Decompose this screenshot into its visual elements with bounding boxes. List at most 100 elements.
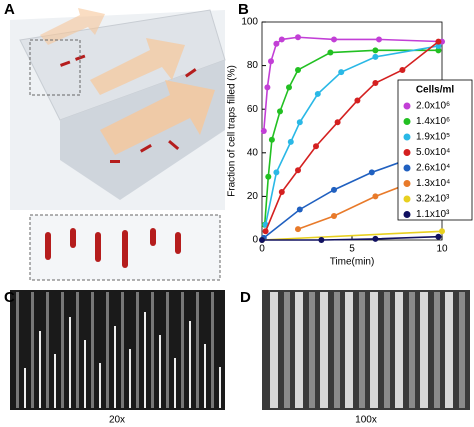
data-point [372,193,379,200]
trap-wall [166,292,169,408]
legend-box [397,79,473,221]
trap-wall [370,292,378,408]
cell-column [189,321,191,408]
cell-column [219,367,221,408]
legend-marker [403,133,411,141]
data-point [435,38,442,45]
trap-wall [121,292,124,408]
trap-wall [345,292,353,408]
series-line [261,230,443,241]
schematic [10,8,226,281]
legend-marker [403,211,411,218]
trap-wall [106,292,109,408]
data-point [338,69,345,76]
trap-wall [61,292,64,408]
data-point [295,66,301,73]
cell-column [69,317,71,408]
legend-marker [403,164,411,172]
cell [168,139,180,151]
data-point [376,36,382,43]
legend-marker [403,149,411,156]
data-point [439,228,445,235]
cell-column [144,312,146,408]
trap-wall [295,292,303,408]
cell-column [309,292,315,408]
legend-label: 2.0x10⁶ [416,101,450,112]
y-tick-label: 20 [247,191,259,202]
data-point [262,228,269,235]
panel-label: C [4,289,15,306]
cell-column [204,344,206,408]
trap-wall [320,292,328,408]
caption: 20x [109,415,125,426]
data-point [372,235,379,242]
cell-column [99,363,101,408]
legend-marker [403,195,411,203]
cell-column [84,340,86,408]
y-tick-label: 100 [241,17,258,28]
cell [150,228,156,246]
cell-column [54,354,56,408]
data-point [372,47,379,54]
cell-column [434,292,440,408]
flow-arrow [90,38,185,95]
cell [185,68,197,78]
x-tick-label: 0 [259,244,265,255]
inset-cells [45,228,181,268]
cells [60,54,197,163]
micrograph-stripes [16,292,465,408]
cell-column [114,326,116,408]
legend-label: 5.0x10⁴ [416,147,450,158]
series-line [264,45,439,225]
cell-column [39,331,41,408]
cell-column [334,292,340,408]
trap-wall [16,292,19,408]
data-point [286,84,292,91]
trap-wall [46,292,49,408]
x-axis-label: Time(min) [330,257,375,268]
data-point [435,42,442,49]
trap-wall [31,292,34,408]
data-point [259,237,265,243]
cell-column [359,292,365,408]
cell-column [459,292,465,408]
data-point [399,66,406,73]
data-point [268,136,275,143]
data-point [331,213,337,220]
flow-arrow [40,8,105,45]
data-point [264,84,271,91]
data-point [295,226,301,233]
data-point [295,34,301,41]
legend-label: 1.4x10⁶ [416,116,450,127]
trap-wall [91,292,94,408]
y-tick-label: 40 [247,147,259,158]
trap-wall [211,292,214,408]
trap-wall [445,292,453,408]
cell [110,160,120,163]
x-tick-label: 5 [349,244,355,255]
cell [70,228,76,248]
data-point [354,97,361,104]
trap-wall [136,292,139,408]
legend-label: 1.9x10⁵ [416,132,450,143]
cell [95,232,101,262]
caption: 100x [355,415,377,426]
legend-marker [403,102,411,110]
y-tick-label: 60 [247,104,259,115]
data-point [265,173,272,180]
cell [45,232,51,260]
data-point [277,108,283,115]
cell-column [24,368,26,408]
y-tick-label: 0 [252,235,258,246]
data-point [273,40,280,47]
legend-marker [403,180,411,187]
data-point [278,189,285,196]
cell [140,144,152,153]
data-point [435,233,442,240]
zoom-box [29,39,81,96]
trap-wall [151,292,154,408]
cell-column [174,358,176,408]
y-tick-label: 80 [247,60,259,71]
